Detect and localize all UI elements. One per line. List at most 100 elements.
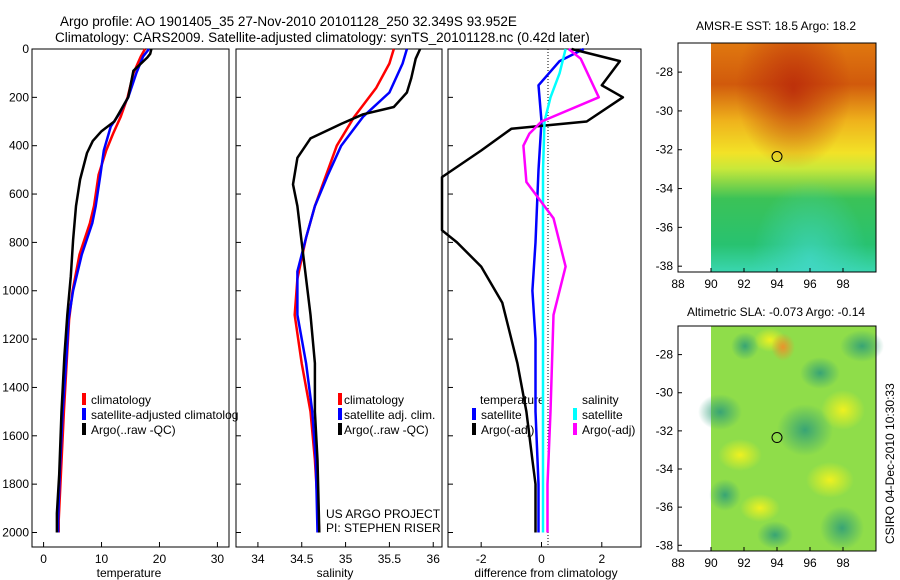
y-tick-label: 0 [22,42,29,56]
map-y-tick-label: -38 [656,538,674,552]
sla-blob [709,479,741,511]
series-line-argo [55,48,153,533]
temperature-xlabel: temperature [97,566,162,580]
y-tick-label: 600 [9,187,29,201]
sla-blob [840,330,884,362]
map-y-tick-label: -34 [656,462,674,476]
legend-swatch-climatology [338,393,342,405]
legend-swatch-sal-satellite [573,408,577,420]
legend-swatch-satellite [338,408,342,420]
sst-cool-patch [711,43,876,272]
argo-location-marker [771,151,783,163]
map-x-tick-label: 94 [770,556,784,570]
sla-blob [740,494,780,522]
legend-swatch-temp-argo [472,423,476,435]
sla-blob [820,506,864,550]
legend-header-salinity: salinity [582,393,619,407]
y-tick-label: 1200 [2,332,29,346]
sla-blob [800,357,840,389]
altimetric-sla-map: Altimetric SLA: -0.073 Argo: -0.14 88 90 9… [656,305,884,570]
difference-panel: difference from climatology temperature … [440,47,642,580]
x-tick-label: -2 [476,552,487,566]
map-x-tick-label: 92 [737,556,751,570]
series-line-salinity-satellite [541,48,567,533]
map-y-tick-label: -28 [656,65,674,79]
sla-blob [698,394,742,430]
temperature-legend: climatology satellite-adjusted climatolo… [82,393,238,437]
map-x-tick-label: 90 [704,556,718,570]
amsre-sst-map: AMSR-E SST: 18.5 Argo: 18.2 88 90 92 94 96 98… [656,19,877,291]
difference-panel-frame [447,48,642,548]
series-line-climatology [57,48,147,533]
sla-blob [777,404,833,456]
map-x-tick-label: 96 [803,556,817,570]
legend-label-argo: Argo(..raw -QC) [91,423,176,437]
legend-swatch-argo [82,423,86,435]
legend-header-temperature: temperature [480,393,545,407]
legend-label-temp-satellite: satellite [481,408,522,422]
series-line-salinity-argo [522,48,601,533]
map-y-tick-label: -28 [656,348,674,362]
salinity-xlabel: salinity [317,566,354,580]
map-y-tick-label: -32 [656,424,674,438]
legend-swatch-sal-argo [573,423,577,435]
series-line-temperature-argo [440,47,625,533]
map-x-tick-label: 98 [836,277,850,291]
sla-blob [757,521,793,549]
legend-swatch-temp-satellite [472,408,476,420]
series-line-argo [291,48,422,533]
x-tick-label: 35.5 [378,552,402,566]
legend-label-climatology: climatology [91,393,151,407]
x-tick-label: 0 [40,552,47,566]
map-y-tick-label: -38 [656,259,674,273]
map-x-tick-label: 96 [803,277,817,291]
argo-location-marker [771,432,783,444]
map-x-tick-label: 98 [836,556,850,570]
salinity-panel: salinity climatology satellite adj. clim… [235,48,443,580]
legend-swatch-argo [338,423,342,435]
map-y-tick-label: -30 [656,386,674,400]
y-tick-label: 200 [9,90,29,104]
legend-label-sal-argo: Argo(-adj) [582,423,635,437]
x-tick-label: 0 [538,552,545,566]
project-label: US ARGO PROJECT [326,507,441,521]
sla-blob [821,390,865,430]
figure-title-line2: Climatology: CARS2009. Satellite-adjuste… [55,30,590,45]
map-x-tick-label: 92 [737,277,751,291]
sla-blob [806,462,854,498]
map-y-tick-label: -34 [656,182,674,196]
sst-map-title: AMSR-E SST: 18.5 Argo: 18.2 [696,19,856,33]
x-tick-label: 34.5 [290,552,314,566]
legend-label-satellite: satellite adj. clim. [344,408,435,422]
sla-anomaly-blobs [698,328,884,550]
difference-xlabel: difference from climatology [474,566,617,580]
x-tick-label: 2 [598,552,605,566]
legend-label-argo: Argo(..raw -QC) [344,423,429,437]
x-tick-label: 34 [251,552,265,566]
x-tick-label: 35 [339,552,353,566]
sla-blob [731,332,759,360]
y-tick-label: 800 [9,235,29,249]
pi-label: PI: STEPHEN RISER [326,521,441,535]
legend-label-temp-argo: Argo(-adj) [481,423,534,437]
y-tick-label: 2000 [2,525,29,539]
salinity-panel-frame [235,48,443,548]
x-tick-label: 10 [95,552,109,566]
y-tick-label: 400 [9,139,29,153]
legend-swatch-satellite [82,408,86,420]
credit-label: CSIRO 04-Dec-2010 10:30:33 [883,383,897,544]
y-tick-label: 1600 [2,429,29,443]
temperature-panel: temperature climatology satellite-adjust… [2,42,238,580]
sla-map-title: Altimetric SLA: -0.073 Argo: -0.14 [687,305,865,319]
map-y-tick-label: -32 [656,143,674,157]
map-x-tick-label: 90 [704,277,718,291]
x-tick-label: 36 [427,552,441,566]
sla-blob [771,333,795,361]
y-tick-label: 1000 [2,284,29,298]
difference-legend: temperature salinity satellite Argo(-adj… [472,393,635,437]
temperature-panel-frame [31,48,230,548]
map-y-tick-label: -36 [656,220,674,234]
figure-title-line1: Argo profile: AO 1901405_35 27-Nov-2010 … [60,14,517,29]
x-tick-label: 20 [153,552,167,566]
legend-label-climatology: climatology [344,393,404,407]
